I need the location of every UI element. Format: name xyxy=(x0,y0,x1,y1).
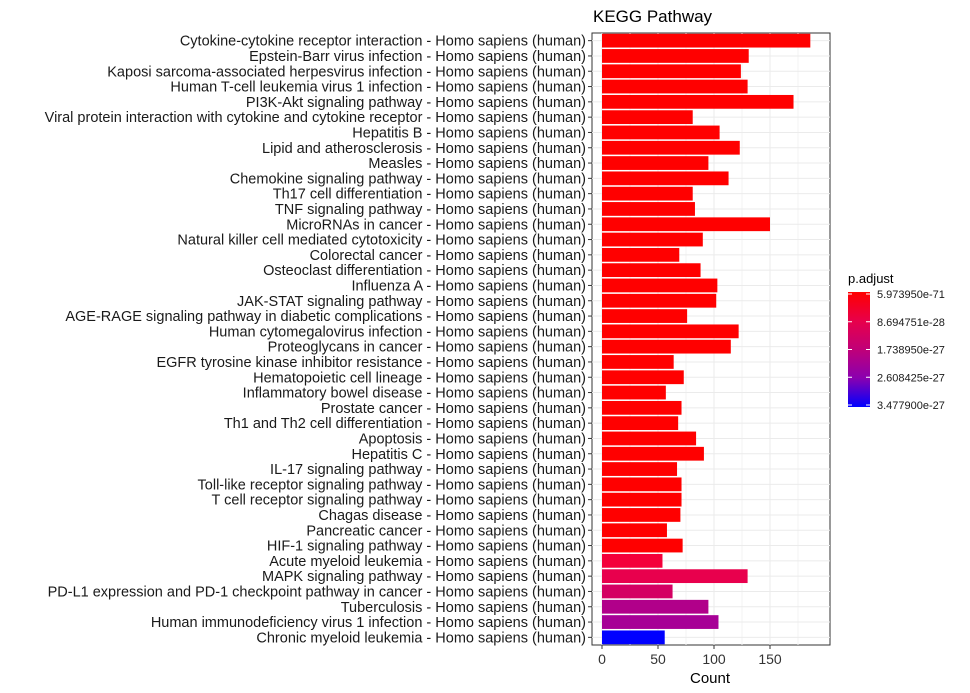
category-label: Hepatitis B - Homo sapiens (human) xyxy=(352,125,586,141)
color-legend: p.adjust 5.973950e-71 8.694751e-28 1.73895… xyxy=(848,271,945,412)
bar xyxy=(602,477,682,492)
category-label: Colorectal cancer - Homo sapiens (human) xyxy=(310,248,586,264)
bar xyxy=(602,385,666,400)
bar xyxy=(602,431,697,446)
bar xyxy=(602,416,679,431)
bar xyxy=(602,156,709,170)
x-tick-label: 100 xyxy=(702,651,726,667)
bar xyxy=(602,232,703,247)
x-tick-label: 50 xyxy=(650,651,666,667)
x-tick-label: 150 xyxy=(758,651,782,667)
category-label: Th17 cell differentiation - Homo sapiens… xyxy=(273,187,586,203)
category-label: Natural killer cell mediated cytotoxicit… xyxy=(177,233,586,249)
bar xyxy=(602,186,693,201)
bar xyxy=(602,171,729,186)
chart-title: KEGG Pathway xyxy=(593,7,713,26)
bar xyxy=(602,293,717,308)
category-label: Acute myeloid leukemia - Homo sapiens (h… xyxy=(269,554,586,570)
legend-colorbar xyxy=(848,292,870,407)
category-label: Human T-cell leukemia virus 1 infection … xyxy=(170,80,586,96)
category-label: Lipid and atherosclerosis - Homo sapiens… xyxy=(262,141,586,157)
bar xyxy=(602,569,748,584)
bar xyxy=(602,553,663,568)
category-label: Apoptosis - Homo sapiens (human) xyxy=(359,431,586,447)
category-label: Prostate cancer - Homo sapiens (human) xyxy=(321,401,586,417)
bar xyxy=(602,370,684,385)
legend-label: 8.694751e-28 xyxy=(877,317,945,329)
category-label: Hepatitis C - Homo sapiens (human) xyxy=(351,447,586,463)
category-label: Kaposi sarcoma-associated herpesvirus in… xyxy=(107,64,586,80)
bar xyxy=(602,630,665,645)
bar xyxy=(602,64,741,79)
category-label: Hematopoietic cell lineage - Homo sapien… xyxy=(253,370,586,386)
x-tick-label: 0 xyxy=(598,651,606,667)
bar xyxy=(602,33,811,48)
category-label: AGE-RAGE signaling pathway in diabetic c… xyxy=(65,309,586,325)
category-label: PD-L1 expression and PD-1 checkpoint pat… xyxy=(48,584,586,600)
category-label: Measles - Homo sapiens (human) xyxy=(368,156,586,172)
bar xyxy=(602,125,720,140)
bar xyxy=(602,615,719,629)
bar xyxy=(602,523,667,538)
bar xyxy=(602,538,683,553)
category-label: Epstein-Barr virus infection - Homo sapi… xyxy=(249,49,586,65)
bar xyxy=(602,400,682,415)
category-label: Proteoglycans in cancer - Homo sapiens (… xyxy=(268,340,586,356)
bar xyxy=(602,278,718,293)
bar xyxy=(602,309,688,323)
category-label: HIF-1 signaling pathway - Homo sapiens (… xyxy=(267,539,586,555)
bar xyxy=(602,492,682,507)
category-label: IL-17 signaling pathway - Homo sapiens (… xyxy=(270,462,586,478)
bar xyxy=(602,94,794,109)
category-label: Cytokine-cytokine receptor interaction -… xyxy=(180,34,586,50)
bar xyxy=(602,324,739,339)
bar xyxy=(602,446,704,461)
legend-label: 1.738950e-27 xyxy=(877,345,945,357)
category-label: Toll-like receptor signaling pathway - H… xyxy=(198,477,586,493)
legend-title: p.adjust xyxy=(848,271,894,286)
category-label: MicroRNAs in cancer - Homo sapiens (huma… xyxy=(286,217,586,233)
category-label: Th1 and Th2 cell differentiation - Homo … xyxy=(224,416,586,432)
category-label: MAPK signaling pathway - Homo sapiens (h… xyxy=(262,569,586,585)
category-label: Viral protein interaction with cytokine … xyxy=(45,110,586,126)
bar xyxy=(602,355,674,369)
legend-label: 2.608425e-27 xyxy=(877,372,945,384)
category-label: JAK-STAT signaling pathway - Homo sapien… xyxy=(237,294,586,310)
category-label: Chagas disease - Homo sapiens (human) xyxy=(318,508,586,524)
category-label: Osteoclast differentiation - Homo sapien… xyxy=(263,263,586,279)
plot-panel xyxy=(591,32,831,646)
category-label: EGFR tyrosine kinase inhibitor resistanc… xyxy=(156,355,586,371)
bar xyxy=(602,110,693,125)
bar xyxy=(602,247,680,262)
bar xyxy=(602,462,678,476)
x-axis-label: Count xyxy=(690,670,731,687)
category-label: Influenza A - Homo sapiens (human) xyxy=(351,278,586,294)
bar xyxy=(602,508,681,522)
bar xyxy=(602,584,673,599)
bar xyxy=(602,263,701,278)
category-label: Chronic myeloid leukemia - Homo sapiens … xyxy=(256,630,586,646)
category-label: Inflammatory bowel disease - Homo sapien… xyxy=(243,386,586,402)
category-label: Tuberculosis - Homo sapiens (human) xyxy=(341,600,586,616)
bar xyxy=(602,339,731,354)
bar xyxy=(602,599,709,614)
legend-label: 3.477900e-27 xyxy=(877,400,945,412)
category-label: Chemokine signaling pathway - Homo sapie… xyxy=(230,171,586,187)
category-label: Human cytomegalovirus infection - Homo s… xyxy=(209,324,586,340)
category-label: Human immunodeficiency virus 1 infection… xyxy=(151,615,586,631)
category-label: Pancreatic cancer - Homo sapiens (human) xyxy=(306,523,586,539)
category-label: TNF signaling pathway - Homo sapiens (hu… xyxy=(275,202,586,218)
bar xyxy=(602,202,695,216)
bar xyxy=(602,217,770,232)
bar xyxy=(602,79,748,94)
legend-label: 5.973950e-71 xyxy=(877,289,945,301)
bar xyxy=(602,49,749,63)
bar xyxy=(602,140,740,155)
category-label: T cell receptor signaling pathway - Homo… xyxy=(212,493,587,509)
category-label: PI3K-Akt signaling pathway - Homo sapien… xyxy=(246,95,586,111)
plot-area: Cytokine-cytokine receptor interaction -… xyxy=(45,32,831,667)
